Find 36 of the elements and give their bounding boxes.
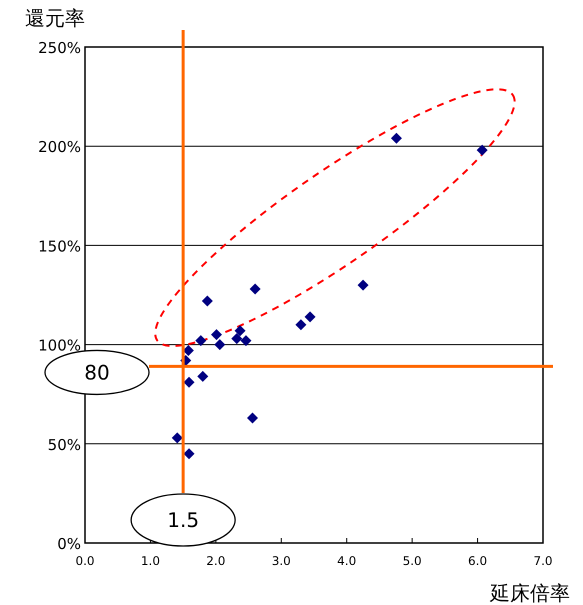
point <box>197 370 208 382</box>
y-tick-label: 150% <box>38 237 81 256</box>
point <box>304 311 316 322</box>
y-tick-label: 250% <box>38 39 81 57</box>
point <box>476 144 488 156</box>
y-axis-title: 還元率 <box>25 6 85 30</box>
point <box>184 448 195 460</box>
point <box>195 335 206 346</box>
annotation: 1.5 <box>167 508 200 532</box>
point <box>358 280 369 291</box>
y-tick-label: 200% <box>38 138 81 156</box>
x-axis-title: 延床倍率 <box>489 581 570 605</box>
y-tick-label: 50% <box>48 436 81 454</box>
x-tick-label: 3.0 <box>272 554 291 568</box>
x-tick-label: 5.0 <box>402 554 422 568</box>
annotation: 80 <box>84 360 110 384</box>
point <box>214 339 226 350</box>
point <box>390 132 402 144</box>
point <box>295 319 306 330</box>
point <box>250 284 261 295</box>
point <box>240 335 252 346</box>
x-tick-label: 1.0 <box>140 554 160 568</box>
x-tick-label: 2.0 <box>206 554 226 568</box>
point <box>172 432 183 444</box>
point <box>231 333 242 344</box>
point <box>211 329 222 340</box>
point <box>202 295 213 306</box>
x-tick-label: 6.0 <box>468 554 488 568</box>
point <box>234 325 246 336</box>
point <box>246 412 258 424</box>
point <box>184 376 195 388</box>
y-tick-label: 0% <box>57 535 81 553</box>
x-tick-label: 0.0 <box>75 554 95 568</box>
y-tick-label: 100% <box>38 336 81 355</box>
x-tick-label: 7.0 <box>533 554 553 568</box>
x-tick-label: 4.0 <box>337 554 356 568</box>
